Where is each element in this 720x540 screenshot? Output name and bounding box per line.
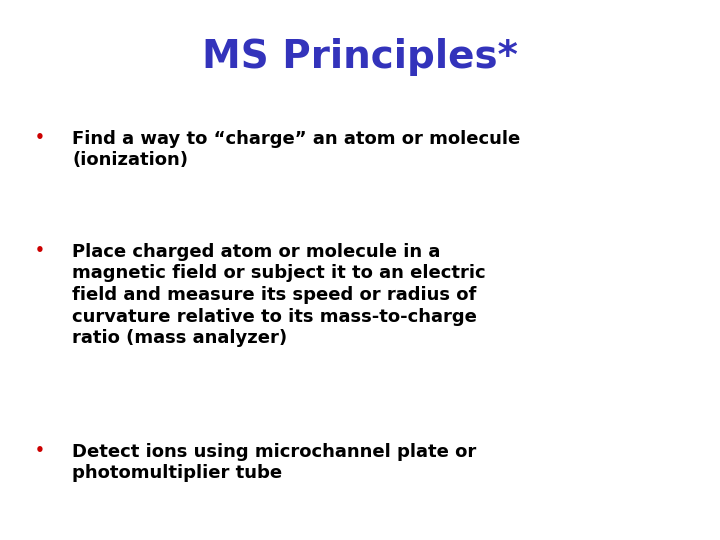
Text: •: • — [35, 130, 45, 145]
Text: •: • — [35, 243, 45, 258]
Text: Find a way to “charge” an atom or molecule
(ionization): Find a way to “charge” an atom or molecu… — [72, 130, 521, 169]
Text: Place charged atom or molecule in a
magnetic field or subject it to an electric
: Place charged atom or molecule in a magn… — [72, 243, 485, 347]
Text: MS Principles*: MS Principles* — [202, 38, 518, 76]
Text: Detect ions using microchannel plate or
photomultiplier tube: Detect ions using microchannel plate or … — [72, 443, 476, 482]
Text: •: • — [35, 443, 45, 458]
